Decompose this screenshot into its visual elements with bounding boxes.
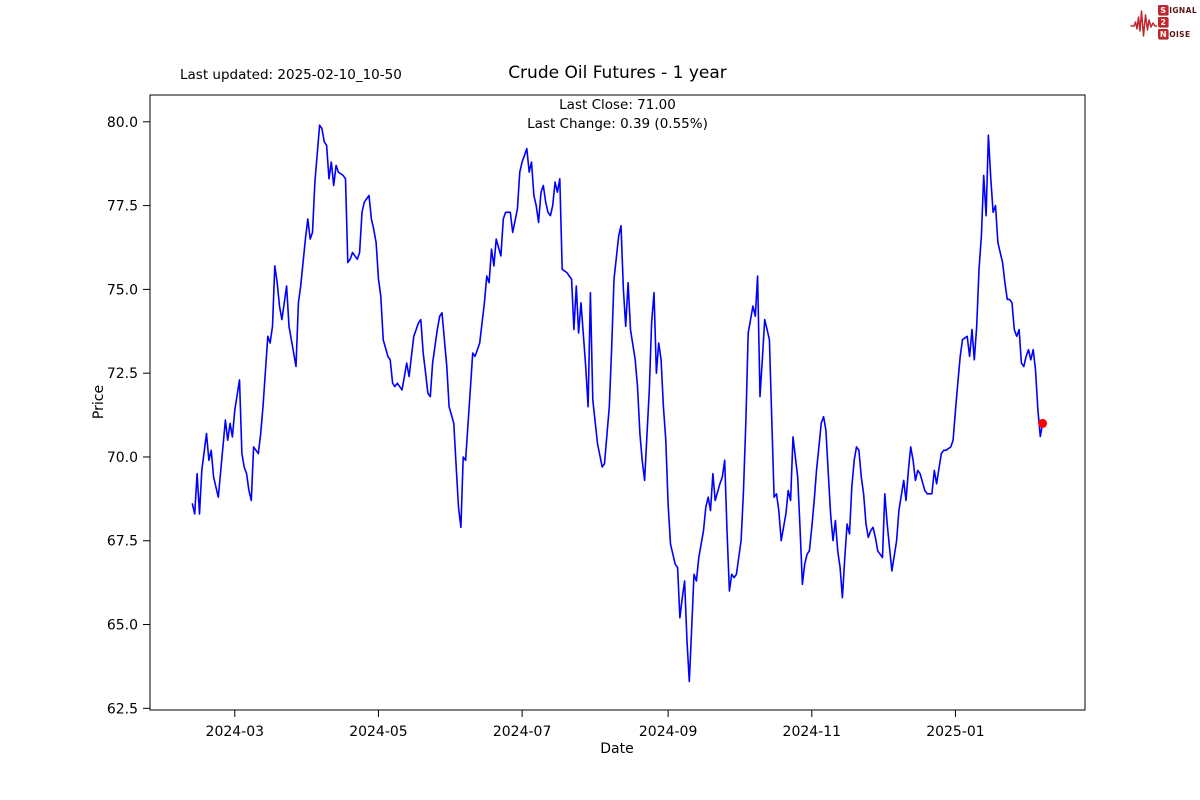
logo-text: S IGNAL 2 N OISE bbox=[1158, 5, 1197, 40]
x-axis-label: Date bbox=[600, 741, 633, 757]
y-tick-label: 80.0 bbox=[107, 115, 138, 131]
price-series-line bbox=[191, 124, 1044, 683]
y-axis-label: Price bbox=[91, 385, 107, 419]
x-tick-label: 2025-01 bbox=[926, 724, 985, 740]
logo-letter-box-n: N bbox=[1158, 29, 1169, 39]
x-tick-label: 2024-07 bbox=[493, 724, 552, 740]
last-close-annotation: Last Close: 71.00 Last Change: 0.39 (0.5… bbox=[150, 96, 1085, 133]
y-tick-label: 75.0 bbox=[107, 282, 138, 298]
y-tick-label: 72.5 bbox=[107, 366, 138, 382]
heartbeat-waveform-icon bbox=[1130, 10, 1158, 37]
x-tick-label: 2024-05 bbox=[349, 724, 408, 740]
x-tick-label: 2024-09 bbox=[639, 724, 698, 740]
logo-row-signal: S IGNAL bbox=[1158, 5, 1197, 16]
plot-border bbox=[149, 94, 1086, 711]
last-close-line: Last Close: 71.00 bbox=[559, 97, 676, 113]
y-tick-label: 70.0 bbox=[107, 450, 138, 466]
last-updated-text: Last updated: 2025-02-10_10-50 bbox=[180, 67, 402, 83]
last-close-marker bbox=[1038, 418, 1048, 428]
y-tick-label: 77.5 bbox=[107, 199, 138, 215]
logo-letter-box-s: S bbox=[1158, 5, 1169, 15]
x-tick-label: 2024-03 bbox=[206, 724, 265, 740]
x-axis-ticks: 2024-03 2024-05 2024-07 2024-09 2024-11 2025-… bbox=[206, 710, 985, 740]
logo-letter-box-2: 2 bbox=[1158, 17, 1169, 27]
logo-signal-rest: IGNAL bbox=[1169, 5, 1197, 15]
last-change-line: Last Change: 0.39 (0.55%) bbox=[527, 115, 708, 132]
logo-row-2: 2 bbox=[1158, 17, 1197, 28]
y-tick-label: 67.5 bbox=[107, 534, 138, 550]
logo-noise-rest: OISE bbox=[1169, 29, 1191, 39]
y-axis-ticks: 62.5 65.0 67.5 70.0 72.5 75.0 77.5 80.0 bbox=[107, 115, 150, 717]
signal2noise-logo: S IGNAL 2 N OISE bbox=[1130, 3, 1197, 41]
x-tick-label: 2024-11 bbox=[783, 724, 842, 740]
logo-row-noise: N OISE bbox=[1158, 29, 1197, 40]
y-tick-label: 62.5 bbox=[107, 701, 138, 717]
y-tick-label: 65.0 bbox=[107, 618, 138, 634]
chart-title: Crude Oil Futures - 1 year bbox=[508, 63, 727, 83]
